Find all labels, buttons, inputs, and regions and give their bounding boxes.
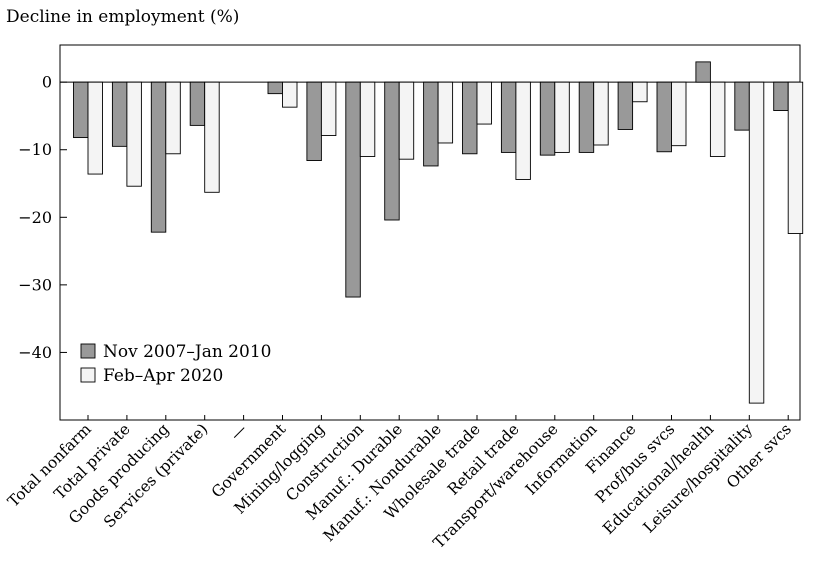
bar-series-2 bbox=[709, 81, 726, 157]
bar-series-2 bbox=[398, 81, 415, 160]
bar-series-1 bbox=[73, 81, 89, 139]
bar-series-1 bbox=[384, 81, 400, 221]
bar-series-2 bbox=[515, 81, 531, 180]
bar-series-2 bbox=[787, 81, 804, 234]
y-tick-label: −20 bbox=[18, 208, 52, 227]
bar-series-2 bbox=[282, 81, 298, 108]
bar-series-1 bbox=[773, 81, 789, 111]
bar-series-1 bbox=[656, 81, 672, 153]
bar-series-1 bbox=[462, 81, 478, 155]
bar-series-1 bbox=[734, 81, 750, 131]
bar-series-2 bbox=[554, 81, 570, 153]
bar-series-2 bbox=[671, 81, 687, 147]
bar-series-1 bbox=[578, 81, 595, 153]
y-axis: 0 −10 −20 −30 −40 bbox=[18, 73, 67, 362]
legend-label-series-2: Feb–Apr 2020 bbox=[103, 366, 223, 386]
legend-swatch-series-2 bbox=[80, 367, 96, 383]
bar-series-2 bbox=[593, 81, 609, 146]
y-axis-title: Decline in employment (%) bbox=[6, 7, 240, 27]
bar-series-1 bbox=[500, 81, 517, 153]
bar-series-1 bbox=[111, 81, 128, 147]
legend: Nov 2007–Jan 2010 Feb–Apr 2020 bbox=[80, 342, 271, 386]
legend-swatch-series-1 bbox=[80, 343, 96, 359]
bar-series-1 bbox=[306, 81, 322, 161]
bar-series-1 bbox=[189, 81, 206, 126]
bar-series-2 bbox=[87, 81, 103, 175]
bar-series-2 bbox=[126, 81, 142, 187]
bar-series-1 bbox=[267, 81, 283, 95]
bar-series-1 bbox=[423, 81, 439, 167]
bar-series-2 bbox=[165, 81, 181, 155]
y-tick-label: −40 bbox=[18, 343, 52, 362]
bar-series-group bbox=[73, 61, 804, 404]
bar-series-1 bbox=[539, 81, 556, 156]
y-tick-label: −30 bbox=[18, 275, 52, 294]
bar-series-2 bbox=[748, 81, 765, 404]
bar-series-1 bbox=[695, 61, 711, 83]
bar-series-2 bbox=[320, 81, 337, 136]
bar-series-2 bbox=[632, 81, 648, 103]
bar-series-2 bbox=[204, 81, 220, 193]
bar-series-2 bbox=[476, 81, 492, 125]
bar-series-1 bbox=[345, 81, 361, 298]
bar-series-1 bbox=[617, 81, 634, 130]
y-tick-label: −10 bbox=[18, 140, 52, 159]
legend-label-series-1: Nov 2007–Jan 2010 bbox=[103, 342, 271, 362]
bar-series-2 bbox=[437, 81, 454, 144]
bar-series-1 bbox=[150, 81, 167, 233]
bar-series-2 bbox=[359, 81, 376, 157]
category-label: — bbox=[227, 420, 251, 444]
y-tick-label: 0 bbox=[42, 73, 52, 92]
